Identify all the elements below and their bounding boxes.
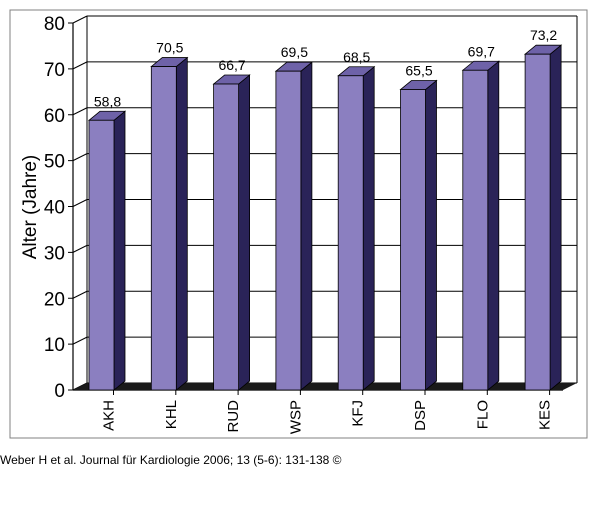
data-label: 65,5 [405, 63, 432, 79]
bar-side [487, 60, 500, 391]
labels: 0 10 20 30 40 50 60 70 80 Alter (Jahre) 58,8 AKH 70,… [20, 14, 557, 434]
x-tick-label: AKH [100, 400, 117, 431]
y-tick-label: 30 [44, 243, 65, 264]
y-tick-label: 80 [44, 14, 65, 35]
bar [462, 69, 489, 391]
data-label: 70,5 [156, 40, 183, 56]
data-label: 68,5 [343, 49, 370, 65]
x-tick-label: KHL [163, 400, 180, 429]
y-tick-label: 10 [44, 335, 65, 356]
gridline-side [72, 290, 88, 299]
gridline-side [72, 336, 88, 345]
bar [400, 89, 426, 391]
data-label: 69,7 [468, 43, 495, 59]
bar-chart: 0 10 20 30 40 50 60 70 80 Alter (Jahre) 58,8 AKH 70,… [9, 9, 588, 439]
y-tick-label: 70 [44, 60, 65, 81]
gridline-side [72, 61, 88, 70]
bar [337, 75, 364, 391]
gridline-side [72, 199, 88, 207]
y-axis-title: Alter (Jahre) [20, 155, 41, 260]
bar [275, 70, 302, 391]
gridline-side [72, 107, 88, 116]
x-tick-label: RUD [225, 400, 242, 433]
bar [213, 83, 240, 391]
y-tick-label: 50 [44, 152, 65, 173]
bar [524, 53, 551, 391]
data-label: 66,7 [218, 57, 245, 73]
bar-side [238, 74, 251, 391]
data-label: 58,8 [94, 93, 121, 109]
floor-slab [73, 383, 577, 390]
x-tick-label: WSP [287, 400, 304, 434]
y-tick-label: 20 [44, 289, 65, 310]
bar-side [362, 65, 375, 391]
bar-side [175, 56, 188, 391]
bar [88, 119, 115, 391]
data-label: 73,2 [530, 27, 557, 43]
x-tick-label: FLO [474, 400, 491, 429]
x-tick-label: KES [537, 400, 554, 430]
gridline-side [72, 15, 88, 24]
x-tick-label: KFJ [350, 400, 367, 427]
bars [87, 44, 563, 391]
x-tick-label: DSP [412, 400, 429, 431]
bar-side [113, 110, 126, 391]
y-tick-label: 60 [44, 106, 65, 127]
gridline-side [72, 153, 88, 162]
bar-side [549, 44, 562, 391]
bar-side [300, 61, 313, 391]
bar [150, 66, 177, 391]
gridline-side [72, 244, 88, 253]
chart-floor [73, 383, 577, 390]
bar-side [425, 79, 437, 391]
citation-text: Weber H et al. Journal für Kardiologie 2… [0, 453, 342, 467]
y-tick-label: 40 [44, 198, 65, 219]
y-tick-label: 0 [54, 381, 65, 402]
data-label: 69,5 [281, 44, 308, 60]
